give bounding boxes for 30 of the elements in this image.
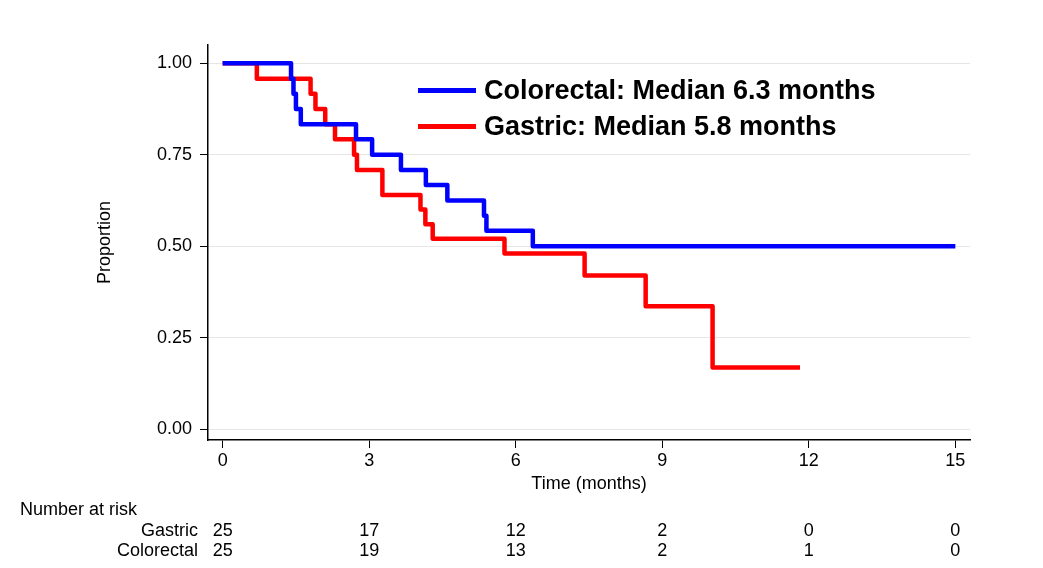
y-tick-label: 0.75 bbox=[156, 143, 192, 164]
text: 25 bbox=[212, 540, 233, 560]
text: 2 bbox=[657, 520, 668, 540]
text: 19 bbox=[359, 540, 380, 560]
text: 0 bbox=[950, 520, 961, 540]
x-axis-title: Time (months) bbox=[531, 473, 647, 494]
legend-label: Colorectal: Median 6.3 months bbox=[484, 74, 876, 106]
legend-label: Gastric: Median 5.8 months bbox=[484, 110, 837, 142]
y-tick-label: 0.25 bbox=[156, 326, 192, 347]
y-axis-title: Proportion bbox=[93, 200, 114, 285]
text: 0 bbox=[803, 520, 814, 540]
x-tick-label: 0 bbox=[217, 449, 228, 470]
text: 0 bbox=[950, 540, 961, 560]
text: 13 bbox=[505, 540, 526, 560]
text: 2 bbox=[657, 540, 668, 560]
text: Number at risk bbox=[20, 499, 138, 520]
x-tick-label: 3 bbox=[364, 449, 375, 470]
x-tick-label: 15 bbox=[945, 449, 966, 470]
text: 12 bbox=[505, 520, 526, 540]
text: 1 bbox=[803, 540, 814, 560]
text: 25 bbox=[212, 520, 233, 540]
y-tick-label: 0.00 bbox=[156, 418, 192, 438]
text: 17 bbox=[359, 520, 380, 540]
y-tick-label: 1.00 bbox=[156, 52, 192, 73]
x-tick-label: 9 bbox=[657, 449, 668, 470]
x-tick-label: 6 bbox=[510, 449, 521, 470]
y-tick-label: 0.50 bbox=[156, 235, 192, 256]
category-label: Gastric bbox=[140, 520, 198, 540]
category-label: Colorectal bbox=[116, 540, 198, 560]
x-tick-label: 12 bbox=[798, 449, 819, 470]
